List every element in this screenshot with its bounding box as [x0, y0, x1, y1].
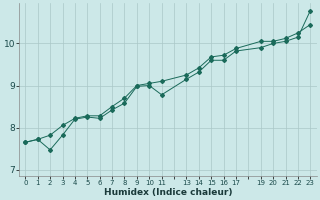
X-axis label: Humidex (Indice chaleur): Humidex (Indice chaleur) — [104, 188, 232, 197]
